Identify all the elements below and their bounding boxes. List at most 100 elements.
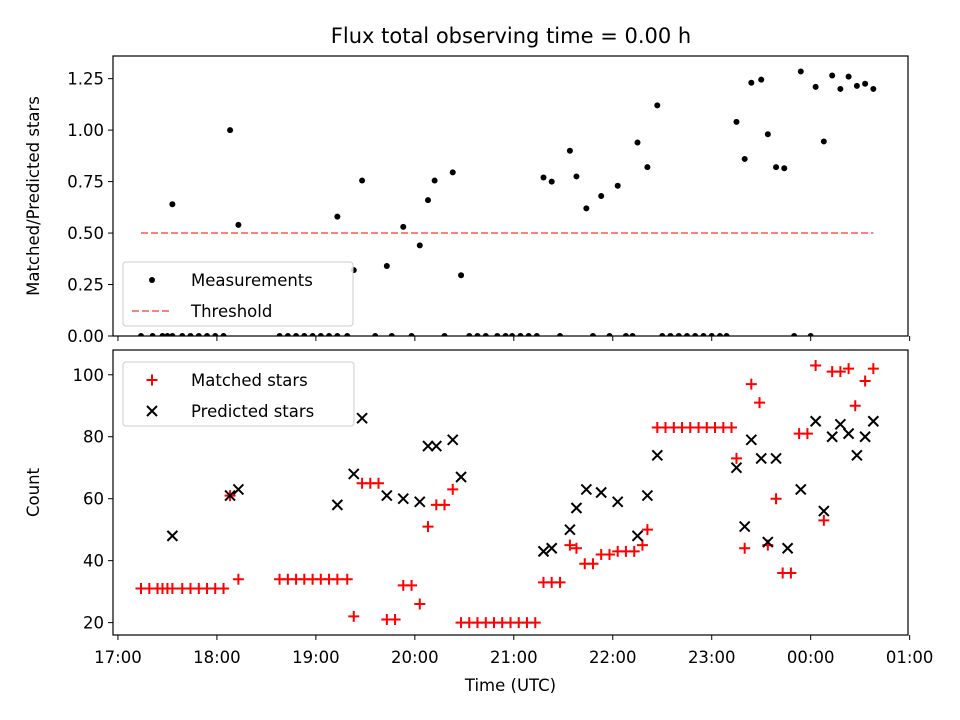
x-tick-label: 19:00 xyxy=(292,648,340,667)
data-point xyxy=(634,139,641,146)
y-tick-label: 0.50 xyxy=(67,224,104,243)
data-point xyxy=(589,333,596,336)
data-point xyxy=(641,489,654,502)
data-point xyxy=(762,536,774,548)
data-point xyxy=(220,333,227,336)
x-tick-label: 21:00 xyxy=(490,648,538,667)
data-point xyxy=(204,333,211,336)
data-point xyxy=(466,333,473,336)
data-point xyxy=(573,173,580,180)
data-point xyxy=(867,415,880,427)
y-tick-label: 1.25 xyxy=(67,70,104,89)
data-point xyxy=(334,333,341,336)
x-tick-label: 18:00 xyxy=(193,648,241,667)
y-tick-label: 1.00 xyxy=(67,121,104,140)
data-point xyxy=(628,545,640,557)
data-point xyxy=(388,333,395,336)
data-point xyxy=(845,73,852,80)
data-point xyxy=(791,333,798,336)
data-point xyxy=(631,530,644,542)
data-point xyxy=(416,242,423,249)
legend-handle xyxy=(149,277,155,283)
data-point xyxy=(644,164,651,171)
legend-handle xyxy=(146,405,158,417)
data-point xyxy=(853,82,860,89)
data-point xyxy=(716,333,723,336)
x-tick-label: 01:00 xyxy=(886,648,934,667)
data-point xyxy=(212,333,219,336)
data-point xyxy=(820,138,827,145)
data-point xyxy=(745,434,758,446)
data-point xyxy=(166,583,178,595)
data-point xyxy=(748,79,755,86)
x-axis-label: Time (UTC) xyxy=(464,676,556,695)
data-point xyxy=(232,483,245,496)
y-axis-label: Count xyxy=(24,467,43,517)
x-tick-label: 00:00 xyxy=(787,648,835,667)
data-point xyxy=(738,520,751,533)
data-point xyxy=(675,333,682,336)
data-point xyxy=(179,333,186,336)
legend: Measurements Threshold xyxy=(122,261,354,327)
data-point xyxy=(359,177,366,184)
chart-title: Flux total observing time = 0.00 h xyxy=(331,24,691,48)
data-point xyxy=(770,493,782,505)
data-point xyxy=(441,333,448,336)
data-point xyxy=(636,539,648,551)
data-point xyxy=(583,205,590,212)
legend-label: Measurements xyxy=(191,271,313,290)
data-point xyxy=(284,333,291,336)
data-point xyxy=(629,333,636,336)
data-point xyxy=(755,452,767,465)
data-point xyxy=(812,83,819,90)
data-point xyxy=(424,197,431,204)
data-point xyxy=(612,496,624,508)
data-point xyxy=(566,147,573,154)
data-point xyxy=(810,359,822,371)
data-point xyxy=(622,333,629,336)
data-point xyxy=(667,333,674,336)
data-point xyxy=(195,333,202,336)
x-tick-label: 22:00 xyxy=(589,648,637,667)
data-point xyxy=(397,492,409,505)
data-point xyxy=(708,333,715,336)
y-tick-label: 40 xyxy=(83,552,104,571)
data-point xyxy=(829,72,836,79)
data-point xyxy=(458,272,465,279)
data-point xyxy=(373,477,385,489)
data-point xyxy=(733,118,740,125)
data-point xyxy=(773,164,780,171)
data-point xyxy=(517,333,524,336)
data-point xyxy=(837,85,844,92)
legend: Matched stars Predicted stars xyxy=(122,361,355,427)
data-point xyxy=(334,213,341,220)
data-point xyxy=(781,165,788,172)
data-point xyxy=(564,523,576,536)
data-point xyxy=(301,333,308,336)
data-point xyxy=(540,174,547,181)
series-matched-stars xyxy=(135,359,879,629)
data-point xyxy=(227,127,234,134)
data-point xyxy=(595,486,607,499)
data-point xyxy=(414,598,426,610)
data-point xyxy=(545,542,558,554)
data-point xyxy=(781,542,794,554)
data-point xyxy=(400,223,407,230)
data-point xyxy=(587,558,599,570)
y-tick-label: 80 xyxy=(83,428,104,447)
data-point xyxy=(169,201,176,208)
data-point xyxy=(867,363,879,375)
y-tick-label: 100 xyxy=(73,366,105,385)
data-point xyxy=(564,539,576,551)
data-point xyxy=(341,573,353,585)
data-point xyxy=(169,333,176,336)
data-point xyxy=(606,333,613,336)
data-point xyxy=(603,548,615,560)
data-point xyxy=(187,333,194,336)
data-point xyxy=(723,333,730,336)
data-point xyxy=(818,505,830,517)
data-point xyxy=(494,333,501,336)
data-point xyxy=(654,102,661,109)
